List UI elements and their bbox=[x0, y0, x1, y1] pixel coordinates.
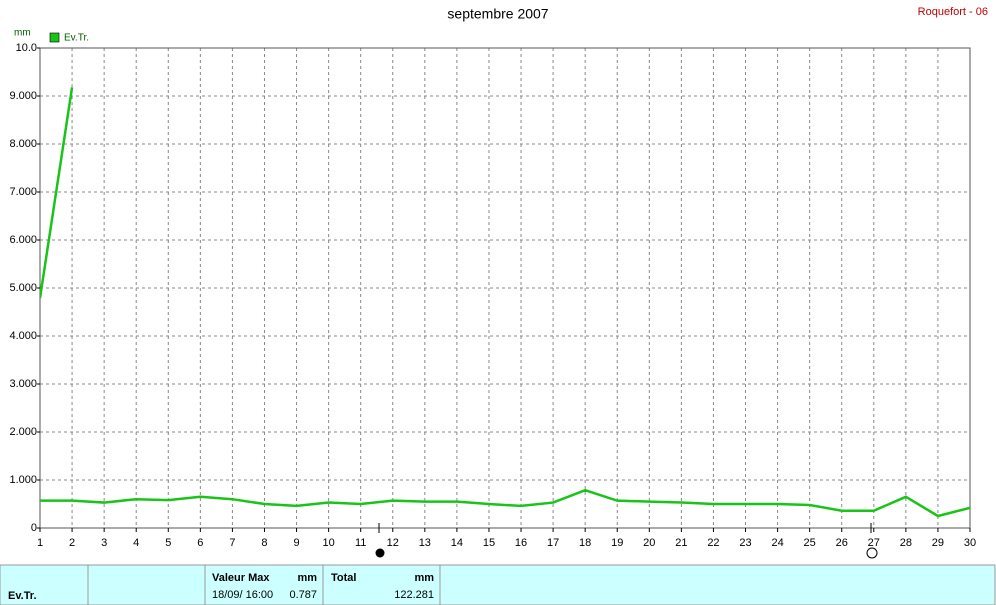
x-tick-label: 10 bbox=[322, 537, 334, 549]
x-tick-label: 16 bbox=[515, 537, 527, 549]
x-tick-label: 20 bbox=[643, 537, 655, 549]
x-tick-label: 4 bbox=[133, 537, 139, 549]
y-unit: mm bbox=[14, 28, 31, 39]
x-tick-label: 6 bbox=[197, 537, 203, 549]
series-label: Ev.Tr. bbox=[8, 590, 37, 602]
x-tick-label: 1 bbox=[37, 537, 43, 549]
x-tick-label: 29 bbox=[932, 537, 944, 549]
y-tick-label: 8.000 bbox=[9, 138, 37, 150]
y-tick-label: 6.000 bbox=[9, 234, 37, 246]
summary-table: Ev.Tr. Valeur Max mm 18/09/ 16:00 0.787 … bbox=[0, 564, 996, 605]
table-bg bbox=[0, 564, 996, 605]
y-tick-label: 1.000 bbox=[9, 474, 37, 486]
total-header: Total bbox=[331, 572, 356, 584]
x-tick-label: 21 bbox=[675, 537, 687, 549]
x-tick-label: 8 bbox=[261, 537, 267, 549]
x-tick-label: 14 bbox=[451, 537, 463, 549]
y-tick-label: 3.000 bbox=[9, 378, 37, 390]
full-moon-icon bbox=[866, 547, 878, 559]
x-tick-label: 13 bbox=[419, 537, 431, 549]
max-date: 18/09/ 16:00 bbox=[212, 589, 273, 601]
x-tick-label: 15 bbox=[483, 537, 495, 549]
y-tick-label: 10.0 bbox=[16, 42, 37, 54]
max-value: 0.787 bbox=[289, 589, 317, 601]
new-moon-icon bbox=[375, 548, 385, 558]
grid bbox=[39, 47, 971, 529]
x-tick-label: 5 bbox=[165, 537, 171, 549]
x-tick-label: 19 bbox=[611, 537, 623, 549]
x-tick-label: 25 bbox=[804, 537, 816, 549]
x-tick-label: 2 bbox=[69, 537, 75, 549]
series-line bbox=[40, 488, 970, 518]
total-unit: mm bbox=[414, 572, 434, 584]
x-tick-label: 9 bbox=[293, 537, 299, 549]
y-tick-label: 9.000 bbox=[9, 90, 37, 102]
x-tick-label: 18 bbox=[579, 537, 591, 549]
y-tick-label: 2.000 bbox=[9, 426, 37, 438]
series-line bbox=[40, 87, 74, 299]
x-tick-label: 23 bbox=[739, 537, 751, 549]
x-tick-label: 12 bbox=[387, 537, 399, 549]
x-tick-label: 17 bbox=[547, 537, 559, 549]
x-tick-label: 26 bbox=[836, 537, 848, 549]
x-tick-label: 27 bbox=[868, 537, 880, 549]
x-tick-label: 3 bbox=[101, 537, 107, 549]
station-label: Roquefort - 06 bbox=[918, 6, 988, 18]
legend-label: Ev.Tr. bbox=[64, 33, 89, 44]
max-unit: mm bbox=[297, 572, 317, 584]
y-tick-label: 7.000 bbox=[9, 186, 37, 198]
chart-title: septembre 2007 bbox=[447, 6, 548, 22]
lines bbox=[40, 87, 970, 518]
x-tick-label: 28 bbox=[900, 537, 912, 549]
x-tick-label: 22 bbox=[707, 537, 719, 549]
max-header: Valeur Max bbox=[212, 572, 270, 584]
y-tick-label: 0 bbox=[31, 522, 37, 534]
y-tick-label: 5.000 bbox=[9, 282, 37, 294]
total-value: 122.281 bbox=[394, 589, 434, 601]
x-tick-label: 24 bbox=[771, 537, 783, 549]
x-tick-label: 7 bbox=[229, 537, 235, 549]
y-tick-label: 4.000 bbox=[9, 330, 37, 342]
x-tick-label: 30 bbox=[964, 537, 976, 549]
x-tick-label: 11 bbox=[355, 537, 366, 549]
legend-swatch bbox=[49, 32, 60, 43]
